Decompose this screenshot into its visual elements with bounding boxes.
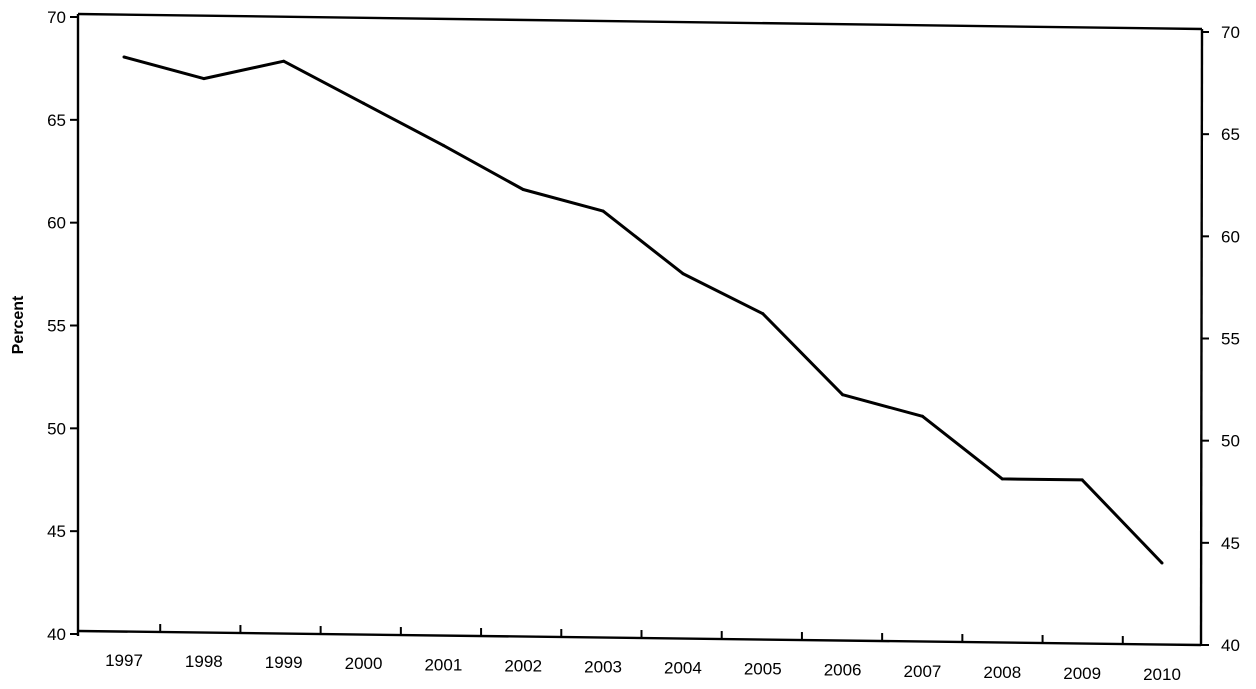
data-point (441, 143, 445, 147)
data-point (920, 414, 924, 418)
left-y-ticks: 40 45 50 55 60 65 70 (47, 8, 78, 644)
x-tick-label: 1997 (105, 651, 143, 670)
left-y-tick-label: 50 (47, 419, 66, 438)
right-y-tick-label: 40 (1221, 636, 1240, 655)
data-point (521, 187, 525, 191)
data-point (122, 55, 126, 59)
left-y-tick-label: 60 (47, 214, 66, 233)
right-y-tick-label: 65 (1221, 125, 1240, 144)
data-point (601, 209, 605, 213)
x-tick-label: 2010 (1143, 665, 1181, 684)
data-point (681, 272, 685, 276)
right-axis-line (1199, 28, 1204, 646)
x-tick-label: 2004 (664, 659, 702, 678)
right-y-tick-label: 60 (1221, 227, 1240, 246)
left-y-tick-label: 45 (47, 522, 66, 541)
right-y-tick-label: 55 (1221, 330, 1240, 349)
right-y-tick-label: 45 (1221, 534, 1240, 553)
top-axis-line (77, 12, 1203, 31)
data-point (202, 77, 206, 81)
right-y-tick-label: 70 (1221, 23, 1240, 42)
x-tick-label: 2009 (1063, 664, 1101, 683)
x-tick-label: 1999 (265, 653, 303, 672)
data-point (362, 101, 366, 105)
x-tick-label: 2003 (584, 657, 622, 676)
x-tick-label: 2007 (904, 662, 942, 681)
x-tick-label: 2002 (504, 656, 542, 675)
x-tick-label: 2008 (983, 663, 1021, 682)
x-tick-label: 2005 (744, 660, 782, 679)
x-axis-ticks: 1997 1998 1999 2000 2001 2002 2003 2004 2005 2006… (105, 624, 1181, 684)
data-point (761, 312, 765, 316)
data-point (1160, 561, 1164, 565)
left-y-tick-label: 70 (47, 8, 66, 27)
data-point (282, 59, 286, 63)
data-point (841, 393, 845, 397)
data-point (1000, 477, 1004, 481)
y-axis-title: Percent (10, 295, 27, 354)
x-tick-label: 2006 (824, 661, 862, 680)
x-tick-label: 1998 (185, 652, 223, 671)
left-y-tick-label: 55 (47, 317, 66, 336)
bottom-axis-line (77, 629, 1202, 647)
x-tick-label: 2000 (345, 654, 383, 673)
left-y-tick-label: 40 (47, 625, 66, 644)
series-layer (122, 55, 1164, 565)
right-y-tick-label: 50 (1221, 432, 1240, 451)
data-point (1080, 478, 1084, 482)
left-y-tick-label: 65 (47, 111, 66, 130)
plot-frame (76, 12, 1204, 647)
right-y-ticks: 40 45 50 55 60 65 70 (1201, 23, 1240, 655)
series-line (123, 55, 1164, 565)
x-tick-label: 2001 (424, 655, 462, 674)
